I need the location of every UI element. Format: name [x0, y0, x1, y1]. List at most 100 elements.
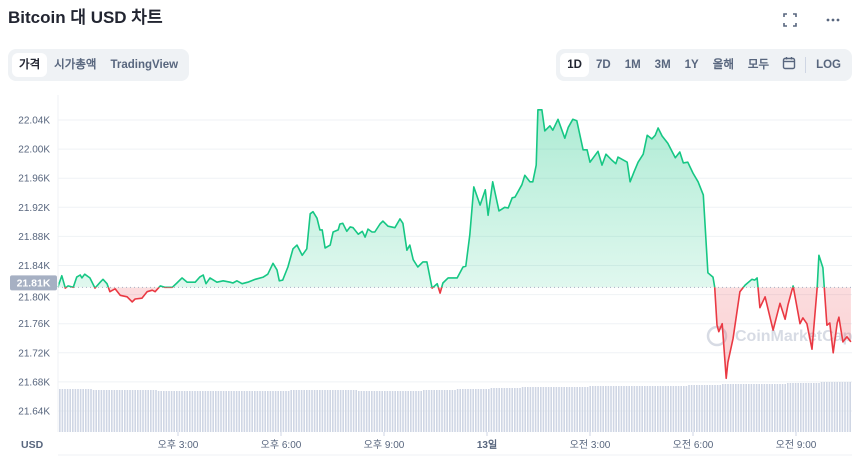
log-scale-toggle[interactable]: LOG — [816, 59, 841, 71]
volume-bar — [722, 384, 724, 432]
volume-bar — [615, 386, 617, 432]
volume-bar — [597, 386, 599, 432]
range-ytd[interactable]: 올해 — [712, 59, 734, 71]
date-range-button[interactable] — [776, 53, 802, 77]
volume-bar — [209, 391, 212, 432]
volume-bar — [259, 391, 261, 432]
range-1m[interactable]: 1M — [624, 59, 641, 71]
fullscreen-button[interactable] — [779, 10, 801, 30]
y-axis: 22.04K 22.00K 21.96K 21.92K 21.88K 21.84K 21.8… — [18, 116, 50, 418]
volume-bar — [599, 386, 602, 432]
tab-tradingview[interactable]: TradingView — [110, 59, 179, 71]
volume-bar — [157, 391, 160, 432]
volume-bar — [274, 391, 277, 432]
volume-bar — [605, 386, 607, 432]
volume-bar — [784, 384, 786, 432]
volume-bar — [129, 390, 131, 432]
more-options-button[interactable] — [822, 10, 844, 30]
y-tick-label: 21.84K — [18, 261, 50, 272]
volume-bar — [282, 391, 285, 432]
currency-label: USD — [21, 439, 44, 451]
volume-bar — [555, 387, 558, 432]
volume-bar — [534, 387, 537, 432]
volume-bar — [316, 390, 318, 432]
volume-bar — [719, 385, 721, 432]
volume-bar — [72, 389, 74, 432]
volume-bar — [90, 389, 92, 432]
volume-bar — [737, 384, 740, 432]
volume-bar — [612, 386, 615, 432]
volume-bar — [628, 386, 630, 432]
range-1y[interactable]: 1Y — [684, 59, 699, 71]
volume-bar — [467, 389, 469, 432]
volume-bar — [820, 382, 823, 432]
volume-bar — [243, 391, 246, 432]
volume-bar — [438, 390, 441, 432]
volume-bar — [69, 389, 71, 432]
volume-bar — [464, 389, 467, 432]
volume-bar — [269, 391, 272, 432]
volume-bar — [264, 391, 266, 432]
volume-bar — [407, 391, 409, 432]
volume-bar — [235, 391, 238, 432]
volume-bars — [59, 382, 851, 432]
volume-bar — [352, 390, 355, 432]
volume-bar — [794, 383, 797, 432]
y-tick-label: 21.72K — [18, 348, 50, 359]
volume-bar — [222, 391, 225, 432]
volume-bar — [592, 386, 594, 432]
volume-bar — [381, 391, 383, 432]
volume-bar — [303, 390, 305, 432]
volume-bar — [800, 383, 802, 432]
volume-bar — [59, 389, 61, 432]
volume-bar — [761, 384, 763, 432]
volume-bar — [238, 391, 240, 432]
volume-bar — [690, 385, 693, 432]
volume-bar — [839, 382, 841, 432]
range-1d[interactable]: 1D — [560, 53, 589, 77]
volume-bar — [472, 389, 474, 432]
tab-price[interactable]: 가격 — [12, 53, 48, 77]
volume-bar — [251, 391, 253, 432]
y-tick-label: 21.80K — [18, 292, 50, 303]
range-7d[interactable]: 7D — [595, 59, 611, 71]
volume-bar — [368, 391, 370, 432]
volume-bar — [254, 391, 256, 432]
tab-market-cap[interactable]: 시가총액 — [54, 59, 97, 71]
volume-bar — [87, 389, 90, 432]
volume-bar — [662, 386, 664, 432]
volume-bar — [563, 387, 565, 432]
volume-bar — [137, 390, 139, 432]
volume-bar — [228, 391, 230, 432]
volume-bar — [324, 390, 326, 432]
volume-bar — [542, 387, 545, 432]
volume-bar — [594, 386, 597, 432]
volume-bar — [113, 390, 116, 432]
volume-bar — [659, 386, 662, 432]
volume-bar — [462, 389, 464, 432]
volume-bar — [560, 387, 563, 432]
range-all[interactable]: 모두 — [747, 59, 770, 71]
volume-bar — [693, 385, 695, 432]
volume-bar — [373, 391, 376, 432]
volume-bar — [199, 391, 201, 432]
volume-bar — [183, 391, 186, 432]
volume-bar — [459, 389, 461, 432]
range-3m[interactable]: 3M — [654, 59, 671, 71]
volume-bar — [410, 391, 412, 432]
volume-bar — [339, 390, 342, 432]
volume-bar — [332, 390, 334, 432]
volume-bar — [165, 391, 168, 432]
volume-bar — [815, 383, 818, 432]
volume-bar — [155, 390, 157, 432]
volume-bar — [131, 390, 134, 432]
volume-bar — [475, 389, 477, 432]
volume-bar — [672, 386, 675, 432]
volume-bar — [430, 390, 433, 432]
volume-bar — [836, 382, 838, 432]
volume-bar — [524, 387, 526, 432]
volume-bar — [371, 391, 373, 432]
volume-bar — [521, 387, 524, 432]
volume-bar — [415, 391, 417, 432]
